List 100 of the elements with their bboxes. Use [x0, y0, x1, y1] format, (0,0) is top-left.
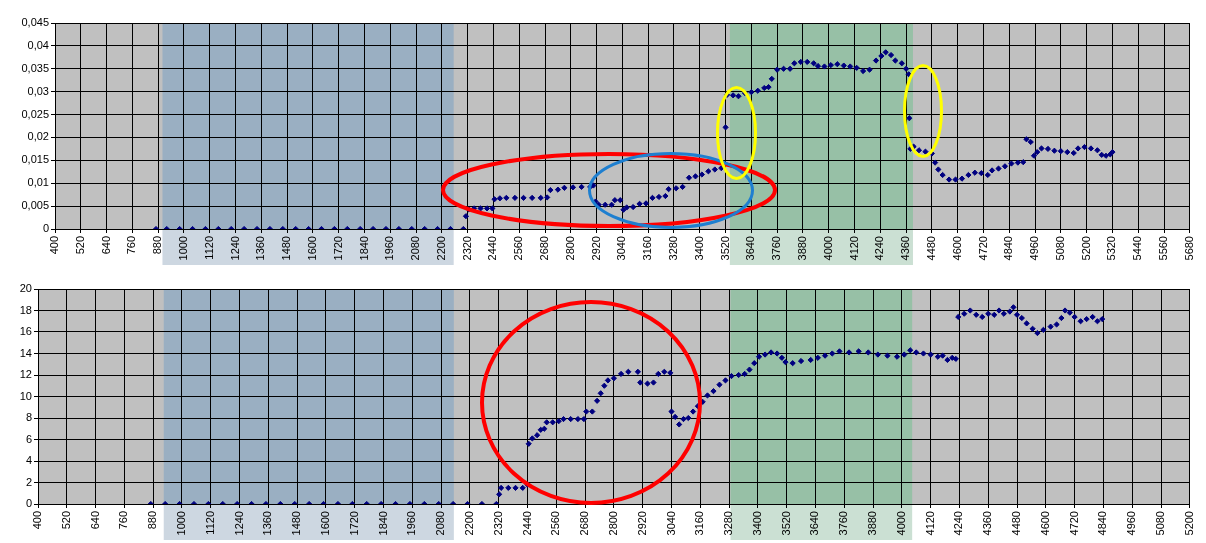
y-tick-label: 0,03: [27, 84, 49, 97]
x-tick-label: 1000: [176, 236, 189, 261]
x-tick-label: 1120: [202, 236, 215, 260]
x-tick-label: 2200: [462, 511, 475, 536]
x-tick-label: 2680: [538, 236, 551, 261]
x-tick-label: 3040: [664, 511, 677, 536]
x-tick-label: 2080: [434, 511, 447, 536]
y-tick-label: 0,025: [21, 107, 49, 120]
x-tick-label: 5680: [1182, 236, 1195, 261]
x-tick-label: 4240: [873, 236, 886, 261]
x-tick-label: 520: [73, 236, 86, 255]
x-tick-label: 1840: [357, 236, 370, 261]
x-tick-label: 2320: [491, 511, 504, 536]
y-tick-label: 12: [19, 368, 32, 381]
x-tick-label: 3520: [718, 236, 731, 261]
x-tick-label: 1240: [228, 236, 241, 261]
x-tick-label: 760: [125, 236, 138, 255]
x-tick-label: 4840: [1096, 511, 1109, 536]
y-tick-label: 0,04: [27, 38, 49, 51]
x-tick-label: 4000: [894, 511, 907, 536]
x-tick-label: 1840: [376, 511, 389, 536]
x-tick-label: 880: [151, 236, 164, 255]
x-tick-label: 4360: [981, 511, 994, 536]
x-tick-label: 400: [48, 236, 61, 255]
x-tick-label: 640: [88, 511, 101, 530]
y-tick-label: 6: [25, 432, 32, 445]
y-tick-label: 10: [19, 389, 32, 402]
x-tick-label: 5080: [1154, 511, 1167, 536]
x-tick-label: 1000: [175, 511, 188, 536]
x-tick-label: 2440: [486, 236, 499, 261]
x-tick-label: 5080: [1053, 236, 1066, 261]
x-tick-label: 3520: [779, 511, 792, 536]
x-tick-label: 3280: [722, 511, 735, 536]
x-tick-label: 3880: [866, 511, 879, 536]
x-tick-label: 4600: [1038, 511, 1051, 536]
x-tick-label: 520: [59, 511, 72, 530]
y-tick-label: 4: [25, 454, 32, 467]
x-tick-label: 4480: [924, 236, 937, 261]
x-tick-label: 2440: [520, 511, 533, 536]
x-tick-label: 4960: [1125, 511, 1138, 536]
y-tick-label: 2: [25, 475, 32, 488]
x-tick-label: 3640: [744, 236, 757, 261]
x-tick-label: 2320: [460, 236, 473, 261]
y-tick-label: 0,02: [27, 130, 49, 143]
x-tick-label: 4600: [950, 236, 963, 261]
x-tick-label: 3040: [615, 236, 628, 261]
x-tick-label: 1720: [347, 511, 360, 536]
x-tick-label: 2080: [409, 236, 422, 261]
x-tick-label: 3160: [693, 511, 706, 536]
x-tick-label: 5200: [1079, 236, 1092, 261]
x-tick-label: 4120: [923, 511, 936, 536]
x-tick-label: 4720: [976, 236, 989, 261]
y-tick-label: 18: [19, 303, 32, 316]
x-tick-label: 3880: [795, 236, 808, 261]
x-tick-label: 1120: [203, 511, 216, 535]
x-tick-label: 3280: [667, 236, 680, 261]
x-tick-label: 4240: [952, 511, 965, 536]
y-tick-label: 8: [25, 411, 32, 424]
x-tick-label: 1960: [383, 236, 396, 261]
x-tick-label: 1600: [318, 511, 331, 536]
y-tick-label: 0: [42, 222, 49, 235]
x-tick-label: 4720: [1067, 511, 1080, 536]
y-tick-label: 20: [19, 282, 32, 295]
x-tick-label: 5440: [1131, 236, 1144, 261]
y-tick-label: 0,01: [27, 176, 49, 189]
x-tick-label: 2680: [578, 511, 591, 536]
y-tick-label: 16: [19, 325, 32, 338]
x-tick-label: 3400: [692, 236, 705, 261]
x-tick-label: 3760: [837, 511, 850, 536]
x-tick-label: 4840: [1002, 236, 1015, 261]
x-tick-label: 2800: [563, 236, 576, 261]
x-tick-label: 1480: [290, 511, 303, 536]
x-tick-label: 2560: [512, 236, 525, 261]
x-tick-label: 3160: [641, 236, 654, 261]
x-tick-label: 2800: [606, 511, 619, 536]
x-tick-label: 1360: [261, 511, 274, 536]
y-tick-label: 0,005: [21, 199, 49, 212]
x-tick-label: 5320: [1105, 236, 1118, 261]
x-tick-label: 640: [99, 236, 112, 255]
x-tick-label: 880: [146, 511, 159, 530]
y-tick-label: 0,035: [21, 61, 49, 74]
x-tick-label: 2920: [589, 236, 602, 261]
x-tick-label: 4120: [847, 236, 860, 261]
x-tick-label: 3400: [750, 511, 763, 536]
x-tick-label: 760: [117, 511, 130, 530]
x-tick-label: 400: [31, 511, 44, 530]
y-tick-label: 0,015: [21, 153, 49, 166]
x-tick-label: 1480: [280, 236, 293, 261]
x-tick-label: 3760: [770, 236, 783, 261]
x-tick-label: 4000: [821, 236, 834, 261]
x-tick-label: 1240: [232, 511, 245, 536]
x-tick-label: 2200: [434, 236, 447, 261]
x-tick-label: 1360: [254, 236, 267, 261]
y-tick-label: 0,045: [21, 16, 49, 29]
y-tick-label: 0: [25, 497, 32, 510]
x-tick-label: 4960: [1028, 236, 1041, 261]
x-tick-label: 1600: [305, 236, 318, 261]
x-tick-label: 5560: [1157, 236, 1170, 261]
y-tick-label: 14: [19, 346, 32, 359]
x-tick-label: 3640: [808, 511, 821, 536]
